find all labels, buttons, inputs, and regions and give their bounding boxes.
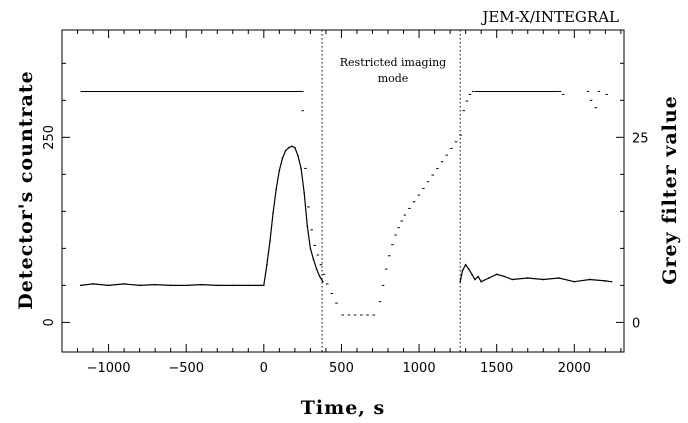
countrate-point bbox=[322, 280, 324, 283]
plot-frame bbox=[61, 29, 625, 353]
countrate-point bbox=[477, 275, 479, 278]
countrate-point bbox=[269, 240, 271, 242]
restricted-mode-markers bbox=[321, 30, 461, 352]
x-tick-label: −500 bbox=[168, 361, 204, 376]
countrate-point bbox=[309, 247, 312, 250]
tick-labels: −1000 −500 0 500 1000 1500 2000 0 250 0 25 bbox=[42, 125, 649, 376]
countrate-point bbox=[266, 263, 268, 266]
annotation-line-1: Restricted imaging bbox=[340, 56, 446, 69]
countrate-point bbox=[461, 269, 464, 272]
countrate-point bbox=[573, 280, 576, 283]
countrate-point bbox=[495, 273, 498, 276]
countrate-point bbox=[169, 284, 172, 287]
y-tick-label: 250 bbox=[42, 125, 57, 150]
countrate-point bbox=[294, 146, 296, 149]
countrate-point bbox=[480, 280, 482, 283]
countrate-point bbox=[589, 278, 591, 281]
y2-tick-label: 25 bbox=[632, 131, 649, 146]
countrate-series bbox=[80, 145, 324, 287]
countrate-point bbox=[467, 268, 470, 270]
countrate-point bbox=[275, 188, 278, 190]
countrate-point bbox=[216, 284, 219, 287]
countrate-point bbox=[92, 283, 94, 285]
x-tick-label: 0 bbox=[260, 361, 268, 376]
countrate-point bbox=[511, 278, 514, 281]
x-tick-label: 2000 bbox=[558, 361, 591, 376]
series-layer bbox=[79, 90, 613, 316]
countrate-point bbox=[318, 275, 321, 278]
countrate-point bbox=[303, 192, 305, 194]
y-axis-title: Detector's countrate bbox=[15, 70, 37, 309]
y-tick-label: 0 bbox=[42, 318, 57, 326]
x-tick-label: 1000 bbox=[403, 361, 436, 376]
countrate-point bbox=[471, 273, 473, 276]
countrate-point bbox=[297, 155, 299, 157]
countrate-point bbox=[200, 283, 203, 286]
countrate-point bbox=[306, 225, 309, 227]
countrate-point bbox=[287, 146, 290, 149]
countrate-point bbox=[604, 280, 607, 282]
x-tick-label: −1000 bbox=[87, 361, 131, 376]
x-tick-label: 500 bbox=[329, 361, 354, 376]
countrate-series bbox=[459, 263, 612, 283]
x-tick-label: 1500 bbox=[480, 361, 513, 376]
countrate-point bbox=[315, 268, 318, 270]
countrate-point bbox=[154, 283, 156, 286]
countrate-point bbox=[185, 284, 187, 287]
countrate-point bbox=[272, 212, 274, 214]
annotation-line-2: mode bbox=[378, 72, 409, 85]
countrate-point bbox=[231, 284, 234, 287]
countrate-point bbox=[459, 280, 462, 283]
countrate-point bbox=[278, 169, 281, 172]
countrate-point bbox=[542, 278, 545, 281]
y2-tick-label: 0 bbox=[632, 316, 640, 331]
countrate-point bbox=[300, 167, 302, 170]
countrate-point bbox=[79, 284, 82, 287]
countrate-point bbox=[263, 284, 265, 287]
countrate-point bbox=[557, 277, 560, 279]
countrate-point bbox=[284, 149, 287, 152]
countrate-point bbox=[610, 280, 613, 283]
tick-marks bbox=[62, 30, 624, 352]
countrate-point bbox=[464, 263, 467, 266]
countrate-point bbox=[290, 145, 293, 148]
countrate-point bbox=[138, 284, 141, 287]
countrate-point bbox=[281, 157, 284, 159]
countrate-point bbox=[503, 275, 506, 278]
countrate-point bbox=[247, 284, 250, 287]
countrate-point bbox=[123, 283, 125, 285]
plot-area bbox=[61, 29, 625, 353]
x-axis-title: Time, s bbox=[301, 397, 385, 419]
chart-title: JEM-X/INTEGRAL bbox=[480, 8, 619, 26]
countrate-point bbox=[107, 284, 110, 287]
countrate-point bbox=[526, 277, 529, 279]
countrate-point bbox=[312, 258, 315, 261]
countrate-point bbox=[488, 277, 490, 279]
y2-axis-title: Grey filter value bbox=[659, 95, 681, 285]
countrate-point bbox=[474, 278, 476, 281]
